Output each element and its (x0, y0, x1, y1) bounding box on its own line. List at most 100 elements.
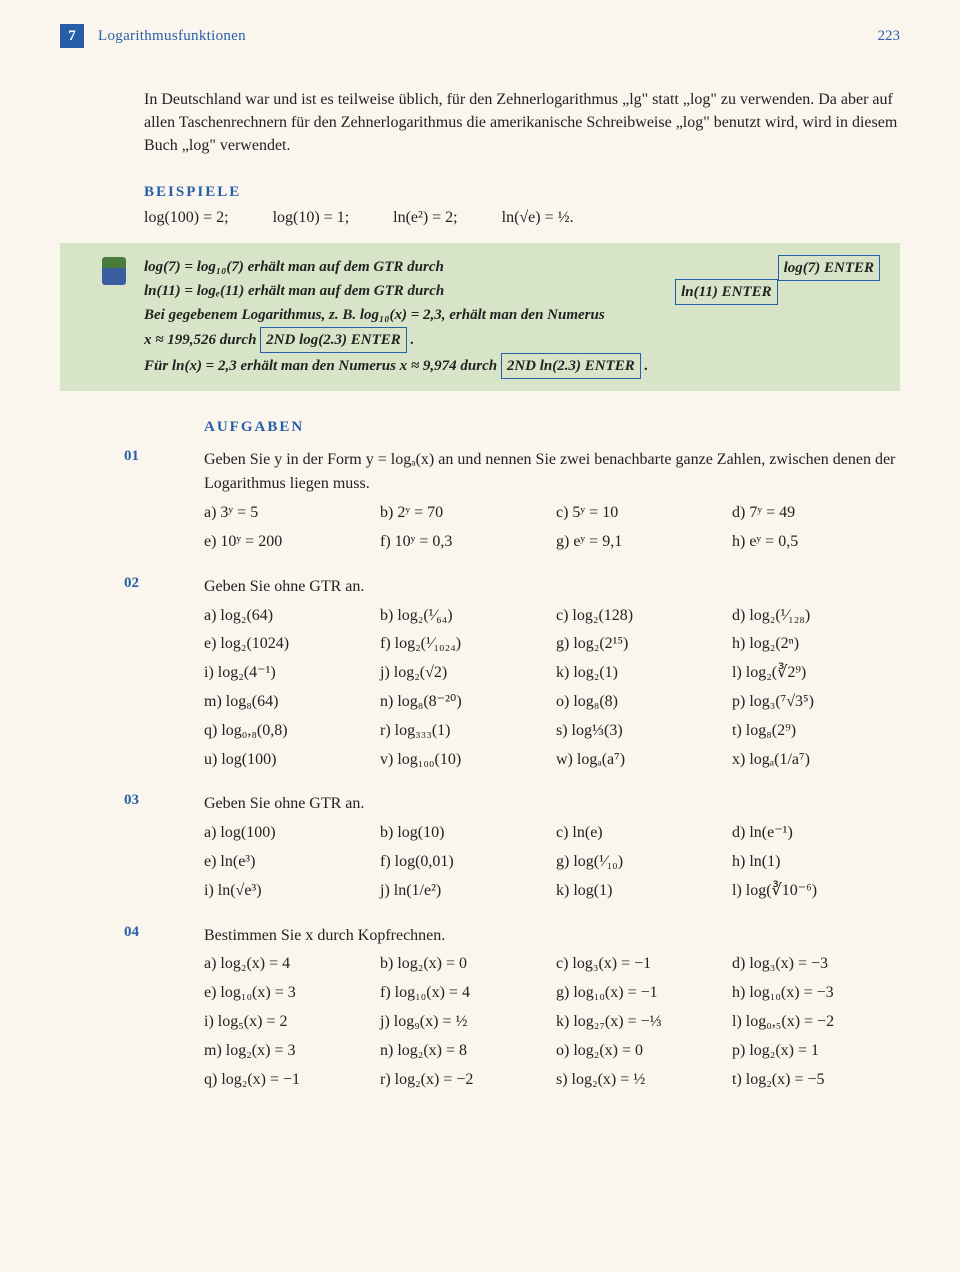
gtr-line2-text: ln(11) = logₑ(11) erhält man auf dem GTR… (144, 283, 444, 299)
task-item: m) log₂(x) = 3 (204, 1039, 372, 1064)
task-item: d) 7ʸ = 49 (732, 501, 900, 526)
task-intro: Bestimmen Sie x durch Kopfrechnen. (204, 924, 900, 949)
task-body: Geben Sie ohne GTR an. a) log(100) b) lo… (204, 792, 900, 903)
task-item: p) log₃(⁷√3⁵) (732, 690, 900, 715)
task-item: b) log₂(¹⁄₆₄) (380, 604, 548, 629)
task-item: e) log₁₀(x) = 3 (204, 981, 372, 1006)
gtr-line1-text: log(7) = log₁₀(7) erhält man auf dem GTR… (144, 259, 444, 275)
example-item: ln(√e) = ½. (502, 209, 574, 227)
calculator-icon (102, 257, 126, 285)
beispiele-heading: BEISPIELE (144, 184, 900, 201)
task-item: d) log₂(¹⁄₁₂₈) (732, 604, 900, 629)
task-body: Geben Sie ohne GTR an. a) log₂(64) b) lo… (204, 575, 900, 773)
gtr-line3-text: Bei gegebenem Logarithmus, z. B. log₁₀(x… (144, 303, 880, 327)
task-item: c) ln(e) (556, 821, 724, 846)
task-item: d) log₃(x) = −3 (732, 952, 900, 977)
aufgaben-heading: AUFGABEN (204, 419, 900, 436)
task-item: e) 10ʸ = 200 (204, 530, 372, 555)
task-item: j) log₂(√2) (380, 661, 548, 686)
task-item: i) ln(√e³) (204, 879, 372, 904)
task-items-grid: a) log(100) b) log(10) c) ln(e) d) ln(e⁻… (204, 821, 900, 903)
gtr-line4-text: Für ln(x) = 2,3 erhält man den Numerus x… (144, 358, 501, 374)
task-item: o) log₈(8) (556, 690, 724, 715)
task-intro: Geben Sie y in der Form y = logₐ(x) an u… (204, 448, 900, 498)
task-item: j) log₉(x) = ½ (380, 1010, 548, 1035)
task-item: d) ln(e⁻¹) (732, 821, 900, 846)
page: 7 Logarithmusfunktionen 223 In Deutschla… (0, 0, 960, 1272)
task-item: k) log₂(1) (556, 661, 724, 686)
task-item: s) log₂(x) = ½ (556, 1068, 724, 1093)
task-item: l) log(∛10⁻⁶) (732, 879, 900, 904)
task-item: b) log(10) (380, 821, 548, 846)
task-items-grid: a) log₂(x) = 4 b) log₂(x) = 0 c) log₃(x)… (204, 952, 900, 1092)
beispiele-row: log(100) = 2; log(10) = 1; ln(e²) = 2; l… (144, 209, 900, 227)
task-number: 02 (60, 575, 204, 773)
task-item: q) log₂(x) = −1 (204, 1068, 372, 1093)
task-item: c) log₃(x) = −1 (556, 952, 724, 977)
task-item: o) log₂(x) = 0 (556, 1039, 724, 1064)
task-item: a) log₂(64) (204, 604, 372, 629)
chapter-number: 7 (60, 24, 84, 48)
task-item: h) log₁₀(x) = −3 (732, 981, 900, 1006)
task-item: s) log⅓(3) (556, 719, 724, 744)
key-sequence: 2ND ln(2.3) ENTER (501, 353, 641, 379)
task-item: r) log₃₃₃(1) (380, 719, 548, 744)
task-item: p) log₂(x) = 1 (732, 1039, 900, 1064)
task-item: k) log₂₇(x) = −⅓ (556, 1010, 724, 1035)
task-number: 04 (60, 924, 204, 1093)
task-body: Geben Sie y in der Form y = logₐ(x) an u… (204, 448, 900, 555)
task-item: j) ln(1/e²) (380, 879, 548, 904)
task-item: c) 5ʸ = 10 (556, 501, 724, 526)
task-item: a) log(100) (204, 821, 372, 846)
task-item: g) log(¹⁄₁₀) (556, 850, 724, 875)
task-item: w) logₐ(a⁷) (556, 748, 724, 773)
task-item: h) ln(1) (732, 850, 900, 875)
task-item: b) 2ʸ = 70 (380, 501, 548, 526)
task-item: u) log(100) (204, 748, 372, 773)
task-item: c) log₂(128) (556, 604, 724, 629)
example-item: ln(e²) = 2; (393, 209, 457, 227)
task-item: r) log₂(x) = −2 (380, 1068, 548, 1093)
task-intro: Geben Sie ohne GTR an. (204, 792, 900, 817)
task-01: 01 Geben Sie y in der Form y = logₐ(x) a… (60, 448, 900, 555)
task-item: g) log₂(2¹⁵) (556, 632, 724, 657)
task-item: q) log₀,₈(0,8) (204, 719, 372, 744)
task-item: e) ln(e³) (204, 850, 372, 875)
page-header: 7 Logarithmusfunktionen 223 (60, 24, 900, 48)
task-number: 01 (60, 448, 204, 555)
task-item: i) log₅(x) = 2 (204, 1010, 372, 1035)
example-item: log(10) = 1; (273, 209, 350, 227)
task-item: f) 10ʸ = 0,3 (380, 530, 548, 555)
task-item: e) log₂(1024) (204, 632, 372, 657)
task-item: l) log₀,₅(x) = −2 (732, 1010, 900, 1035)
task-item: v) log₁₀₀(10) (380, 748, 548, 773)
example-item: log(100) = 2; (144, 209, 229, 227)
task-item: l) log₂(∛2⁹) (732, 661, 900, 686)
task-body: Bestimmen Sie x durch Kopfrechnen. a) lo… (204, 924, 900, 1093)
task-item: k) log(1) (556, 879, 724, 904)
task-item: f) log₁₀(x) = 4 (380, 981, 548, 1006)
task-number: 03 (60, 792, 204, 903)
task-item: h) log₂(2ⁿ) (732, 632, 900, 657)
task-item: i) log₂(4⁻¹) (204, 661, 372, 686)
punct: . (407, 332, 415, 348)
task-item: x) logₐ(1/a⁷) (732, 748, 900, 773)
task-items-grid: a) 3ʸ = 5 b) 2ʸ = 70 c) 5ʸ = 10 d) 7ʸ = … (204, 501, 900, 555)
punct: . (641, 358, 649, 374)
task-04: 04 Bestimmen Sie x durch Kopfrechnen. a)… (60, 924, 900, 1093)
task-item: h) eʸ = 0,5 (732, 530, 900, 555)
task-item: a) 3ʸ = 5 (204, 501, 372, 526)
gtr-line3b-text: x ≈ 199,526 durch (144, 332, 260, 348)
page-number: 223 (878, 28, 901, 45)
task-03: 03 Geben Sie ohne GTR an. a) log(100) b)… (60, 792, 900, 903)
task-intro: Geben Sie ohne GTR an. (204, 575, 900, 600)
task-item: f) log(0,01) (380, 850, 548, 875)
task-item: t) log₂(x) = −5 (732, 1068, 900, 1093)
task-item: t) log₈(2⁹) (732, 719, 900, 744)
task-item: n) log₈(8⁻²⁰) (380, 690, 548, 715)
task-item: f) log₂(¹⁄₁₀₂₄) (380, 632, 548, 657)
key-sequence: log(7) ENTER (778, 255, 880, 281)
task-item: m) log₈(64) (204, 690, 372, 715)
task-item: n) log₂(x) = 8 (380, 1039, 548, 1064)
key-sequence: ln(11) ENTER (675, 279, 777, 305)
